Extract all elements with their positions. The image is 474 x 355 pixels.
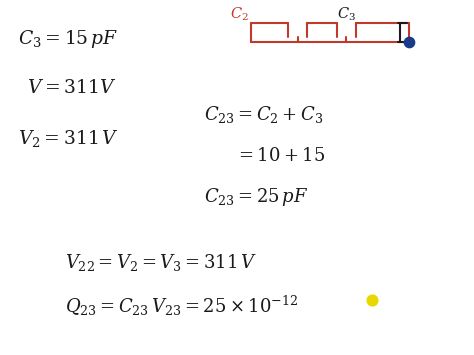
Text: $V = 311V$: $V = 311V$: [27, 77, 117, 97]
Text: $C_2$: $C_2$: [230, 6, 249, 23]
Text: $C_{23} = 25\,pF$: $C_{23} = 25\,pF$: [204, 186, 309, 208]
Point: [368, 297, 376, 303]
Text: $C_3$: $C_3$: [337, 6, 356, 23]
Text: $C_{23} = C_2 + C_3$: $C_{23} = C_2 + C_3$: [204, 104, 324, 125]
Point: [405, 39, 413, 45]
Text: $V_2 = 311\,V$: $V_2 = 311\,V$: [18, 128, 119, 149]
Text: $Q_{23} = C_{23}\,V_{23} = 25 \times 10^{-12}$: $Q_{23} = C_{23}\,V_{23} = 25 \times 10^…: [65, 294, 298, 318]
Text: $C_3 = 15\,pF$: $C_3 = 15\,pF$: [18, 28, 118, 50]
Text: $= 10 + 15$: $= 10 + 15$: [235, 147, 325, 165]
Text: $V_{22} = V_2 = V_3 = 311\,V$: $V_{22} = V_2 = V_3 = 311\,V$: [65, 252, 257, 273]
